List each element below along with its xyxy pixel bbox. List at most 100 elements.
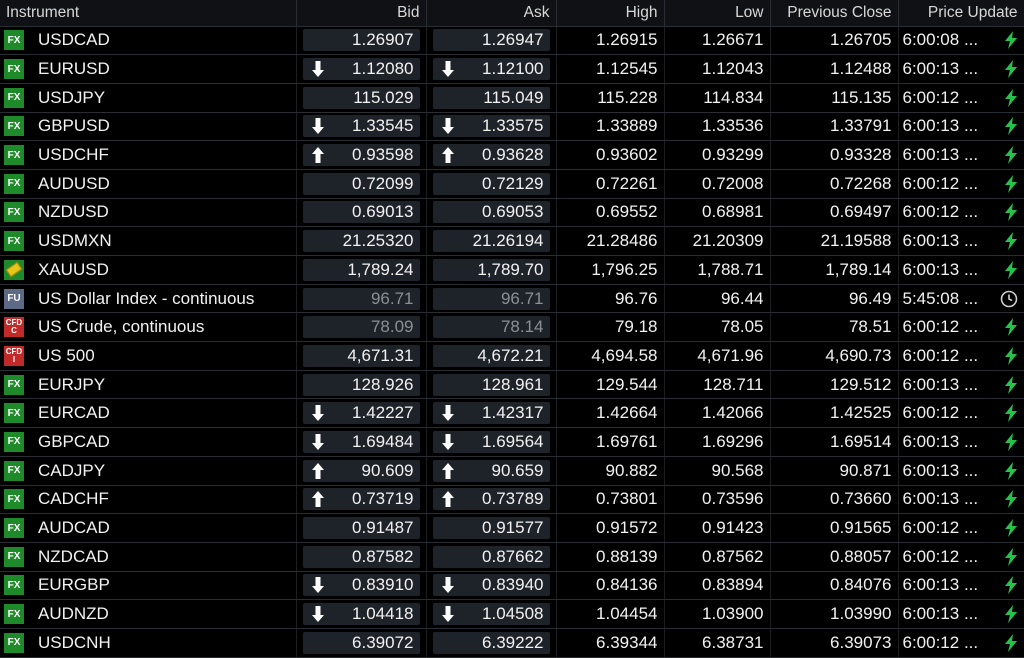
ask-price-button[interactable]: 96.71 — [432, 287, 550, 310]
ask-price-button[interactable]: 1.12100 — [432, 58, 550, 81]
instrument-cell[interactable]: FX EURGBP — [0, 571, 297, 601]
ask-cell[interactable]: 115.049 — [426, 83, 557, 113]
table-row[interactable]: CFD C US Crude, continuous 78.09 78.14 79.… — [0, 312, 1024, 343]
bid-cell[interactable]: 0.72099 — [296, 169, 427, 199]
table-row[interactable]: FU US Dollar Index - continuous 96.71 96.… — [0, 284, 1024, 314]
ask-cell[interactable]: 0.87662 — [426, 542, 557, 572]
ask-cell[interactable]: 6.39222 — [426, 628, 557, 658]
table-row[interactable]: FX USDCNH 6.39072 6.39222 6.39344 6.38731… — [0, 628, 1024, 658]
ask-price-button[interactable]: 0.91577 — [432, 517, 550, 540]
bid-price-button[interactable]: 115.029 — [302, 86, 420, 109]
ask-price-button[interactable]: 1.69564 — [432, 430, 550, 453]
bid-cell[interactable]: 0.83910 — [296, 571, 427, 601]
ask-price-button[interactable]: 78.14 — [432, 316, 550, 339]
ask-cell[interactable]: 1.69564 — [426, 427, 557, 457]
bid-cell[interactable]: 1.04418 — [296, 599, 427, 629]
table-row[interactable]: FX AUDCAD 0.91487 0.91577 0.91572 0.91423… — [0, 513, 1024, 543]
instrument-cell[interactable]: FX USDCNH — [0, 628, 297, 658]
bid-price-button[interactable]: 21.25320 — [302, 230, 420, 253]
ask-price-button[interactable]: 0.72129 — [432, 172, 550, 195]
instrument-cell[interactable]: FX USDJPY — [0, 83, 297, 113]
ask-price-button[interactable]: 1.04508 — [432, 603, 550, 626]
table-row[interactable]: FX EURUSD 1.12080 1.12100 1.12545 1.12043… — [0, 54, 1024, 84]
ask-cell[interactable]: 90.659 — [426, 456, 557, 486]
table-row[interactable]: FX EURGBP 0.83910 0.83940 0.84136 0.83894… — [0, 571, 1024, 601]
bid-cell[interactable]: 115.029 — [296, 83, 427, 113]
table-row[interactable]: FX AUDUSD 0.72099 0.72129 0.72261 0.72008… — [0, 169, 1024, 199]
table-row[interactable]: FX AUDNZD 1.04418 1.04508 1.04454 1.03900… — [0, 599, 1024, 629]
ask-price-button[interactable]: 21.26194 — [432, 230, 550, 253]
bid-cell[interactable]: 1.42227 — [296, 398, 427, 429]
bid-cell[interactable]: 0.93598 — [296, 140, 427, 170]
table-row[interactable]: FX CADJPY 90.609 90.659 90.882 90.568 90.… — [0, 456, 1024, 486]
bid-price-button[interactable]: 1.69484 — [302, 430, 420, 453]
ask-cell[interactable]: 4,672.21 — [426, 341, 557, 371]
column-header-previous-close[interactable]: Previous Close — [770, 0, 899, 27]
bid-cell[interactable]: 6.39072 — [296, 628, 427, 658]
table-row[interactable]: FX USDMXN 21.25320 21.26194 21.28486 21.2… — [0, 226, 1024, 256]
column-header-low[interactable]: Low — [664, 0, 771, 27]
instrument-cell[interactable]: FX NZDCAD — [0, 542, 297, 572]
table-row[interactable]: FX EURCAD 1.42227 1.42317 1.42664 1.42066… — [0, 398, 1024, 429]
bid-price-button[interactable]: 90.609 — [302, 459, 420, 482]
bid-cell[interactable]: 0.69013 — [296, 198, 427, 228]
instrument-cell[interactable]: FX AUDCAD — [0, 513, 297, 543]
ask-cell[interactable]: 128.961 — [426, 370, 557, 400]
bid-cell[interactable]: 1.26907 — [296, 26, 427, 56]
bid-price-button[interactable]: 0.91487 — [302, 517, 420, 540]
instrument-cell[interactable]: FX EURJPY — [0, 370, 297, 400]
bid-price-button[interactable]: 0.93598 — [302, 144, 420, 167]
bid-price-button[interactable]: 1.42227 — [302, 402, 420, 425]
table-row[interactable]: FX USDJPY 115.029 115.049 115.228 114.834… — [0, 83, 1024, 113]
bid-price-button[interactable]: 0.73719 — [302, 488, 420, 511]
table-row[interactable]: FX EURJPY 128.926 128.961 129.544 128.711… — [0, 370, 1024, 400]
bid-cell[interactable]: 1.33545 — [296, 112, 427, 142]
bid-cell[interactable]: 21.25320 — [296, 226, 427, 256]
ask-cell[interactable]: 1.26947 — [426, 26, 557, 56]
ask-price-button[interactable]: 1.42317 — [432, 402, 550, 425]
ask-price-button[interactable]: 6.39222 — [432, 631, 550, 654]
ask-cell[interactable]: 1,789.70 — [426, 255, 557, 285]
bid-price-button[interactable]: 1.04418 — [302, 603, 420, 626]
table-row[interactable]: FX GBPUSD 1.33545 1.33575 1.33889 1.33536… — [0, 112, 1024, 142]
bid-price-button[interactable]: 1.26907 — [302, 29, 420, 52]
bid-price-button[interactable]: 78.09 — [302, 316, 420, 339]
bid-price-button[interactable]: 1.12080 — [302, 58, 420, 81]
bid-cell[interactable]: 4,671.31 — [296, 341, 427, 371]
instrument-cell[interactable]: FX AUDNZD — [0, 599, 297, 629]
bid-cell[interactable]: 1,789.24 — [296, 255, 427, 285]
instrument-cell[interactable]: FX GBPCAD — [0, 427, 297, 457]
bid-price-button[interactable]: 6.39072 — [302, 631, 420, 654]
instrument-cell[interactable]: FX USDCHF — [0, 140, 297, 170]
ask-cell[interactable]: 0.93628 — [426, 140, 557, 170]
ask-price-button[interactable]: 0.69053 — [432, 201, 550, 224]
ask-price-button[interactable]: 1.33575 — [432, 115, 550, 138]
bid-cell[interactable]: 90.609 — [296, 456, 427, 486]
bid-cell[interactable]: 1.12080 — [296, 54, 427, 84]
table-row[interactable]: FX USDCAD 1.26907 1.26947 1.26915 1.26671… — [0, 26, 1024, 56]
bid-cell[interactable]: 78.09 — [296, 312, 427, 343]
ask-cell[interactable]: 21.26194 — [426, 226, 557, 256]
ask-cell[interactable]: 0.69053 — [426, 198, 557, 228]
ask-cell[interactable]: 0.72129 — [426, 169, 557, 199]
instrument-cell[interactable]: FX CADCHF — [0, 485, 297, 515]
bid-price-button[interactable]: 4,671.31 — [302, 344, 420, 367]
ask-cell[interactable]: 96.71 — [426, 284, 557, 314]
bid-price-button[interactable]: 96.71 — [302, 287, 420, 310]
ask-cell[interactable]: 1.12100 — [426, 54, 557, 84]
table-row[interactable]: FX CADCHF 0.73719 0.73789 0.73801 0.73596… — [0, 485, 1024, 515]
table-row[interactable]: FX NZDCAD 0.87582 0.87662 0.88139 0.87562… — [0, 542, 1024, 572]
instrument-cell[interactable]: FX NZDUSD — [0, 198, 297, 228]
table-row[interactable]: CFD I US 500 4,671.31 4,672.21 4,694.58 4,… — [0, 341, 1024, 371]
table-row[interactable]: FX USDCHF 0.93598 0.93628 0.93602 0.93299… — [0, 140, 1024, 170]
column-header-ask[interactable]: Ask — [426, 0, 557, 27]
ask-price-button[interactable]: 0.87662 — [432, 545, 550, 568]
bid-cell[interactable]: 0.91487 — [296, 513, 427, 543]
instrument-cell[interactable]: FX USDMXN — [0, 226, 297, 256]
bid-price-button[interactable]: 128.926 — [302, 373, 420, 396]
bid-price-button[interactable]: 0.87582 — [302, 545, 420, 568]
ask-cell[interactable]: 0.73789 — [426, 485, 557, 515]
column-header-instrument[interactable]: Instrument — [0, 0, 297, 27]
ask-price-button[interactable]: 128.961 — [432, 373, 550, 396]
ask-cell[interactable]: 78.14 — [426, 312, 557, 343]
